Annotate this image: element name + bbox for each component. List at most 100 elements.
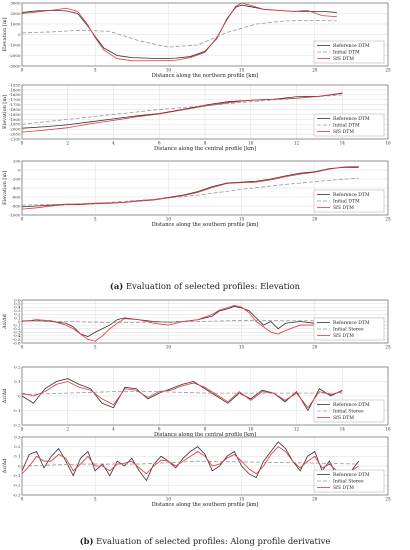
x-tick-label: 10 bbox=[166, 68, 172, 73]
x-axis-label: Distance along the southern profile [km] bbox=[152, 502, 259, 508]
x-tick-label: 5 bbox=[94, 68, 97, 73]
y-tick-label: 200 bbox=[13, 158, 21, 163]
legend-label: Initial DTM bbox=[333, 50, 360, 56]
chart-panel-5: 0 2 4 6 8 10 12 14 16 -0.2 -0.1 0 0.1 0.2 Distance alo… bbox=[2, 364, 391, 438]
legend-label: Reference DTM bbox=[333, 320, 370, 326]
x-tick-label: 5 bbox=[94, 497, 97, 502]
y-tick-label: 0.3 bbox=[14, 308, 21, 313]
x-tick-label: 12 bbox=[294, 141, 300, 146]
x-tick-label: 8 bbox=[204, 427, 207, 432]
caption-elevation: (a) Evaluation of selected profiles: Ele… bbox=[0, 281, 410, 291]
series-line-initial bbox=[22, 320, 345, 323]
legend-label: Initial Stereo bbox=[333, 479, 364, 485]
y-axis-label: Δz/Δd bbox=[2, 388, 8, 404]
y-tick-label: 0.6 bbox=[14, 297, 21, 302]
x-tick-label: 6 bbox=[158, 427, 161, 432]
series-line-sfs bbox=[22, 304, 345, 342]
y-tick-label: 0 bbox=[18, 463, 21, 468]
x-tick-label: 25 bbox=[385, 68, 391, 73]
x-tick-label: 16 bbox=[385, 427, 391, 432]
caption-derivative: (b) Evaluation of selected profiles: Alo… bbox=[0, 536, 410, 546]
series-line-sfs bbox=[22, 381, 343, 409]
x-tick-label: 12 bbox=[294, 427, 300, 432]
y-tick-label: 0.2 bbox=[14, 444, 21, 449]
y-tick-label: 0.5 bbox=[14, 301, 21, 306]
x-tick-label: 0 bbox=[21, 217, 24, 222]
series-line-initial bbox=[22, 19, 337, 48]
legend-label: Initial Stereo bbox=[333, 409, 364, 415]
legend-label: Reference DTM bbox=[333, 116, 370, 122]
y-tick-label: -1850 bbox=[9, 112, 21, 117]
plot-frame bbox=[21, 366, 389, 426]
x-tick-label: 25 bbox=[385, 217, 391, 222]
series-line-reference bbox=[22, 166, 359, 208]
caption-derivative-text: Evaluation of selected profiles: Along p… bbox=[96, 536, 331, 546]
y-axis-label: Δz/Δd bbox=[2, 458, 8, 474]
x-tick-label: 5 bbox=[94, 345, 97, 350]
y-tick-label: -1000 bbox=[9, 212, 21, 217]
series-line-sfs bbox=[22, 92, 343, 133]
series-line-sfs bbox=[22, 3, 337, 62]
chart-panel-2: 0 2 4 6 8 10 12 14 16-2100-2050-2000-1950-1900-1… bbox=[2, 82, 391, 152]
y-tick-label: 0.4 bbox=[14, 305, 21, 310]
legend-box bbox=[313, 317, 385, 341]
y-tick-label: 3000 bbox=[10, 0, 21, 5]
legend-label: SfS DTM bbox=[333, 205, 354, 211]
y-axis-label: Elevation [m] bbox=[2, 95, 8, 129]
series-line-initial bbox=[22, 391, 343, 395]
series-line-initial bbox=[22, 460, 359, 467]
x-tick-label: 0 bbox=[21, 141, 24, 146]
y-tick-label: -0.1 bbox=[13, 408, 21, 413]
legend-label: Reference DTM bbox=[333, 192, 370, 198]
x-tick-label: 20 bbox=[312, 68, 318, 73]
plot-frame bbox=[21, 299, 389, 344]
y-tick-label: -1600 bbox=[9, 87, 21, 92]
y-tick-label: -3000 bbox=[9, 63, 21, 68]
x-axis-label: Distance along the northern profile [km] bbox=[152, 73, 259, 79]
caption-derivative-label: (b) bbox=[79, 536, 94, 546]
x-tick-label: 2 bbox=[66, 427, 69, 432]
legend-label: Initial Stereo bbox=[333, 327, 364, 333]
x-tick-label: 8 bbox=[204, 141, 207, 146]
x-axis-label: Distance along the central profile [km] bbox=[154, 146, 256, 152]
legend-label: Initial DTM bbox=[333, 123, 360, 129]
x-tick-label: 10 bbox=[166, 345, 172, 350]
plot-frame bbox=[21, 2, 389, 67]
legend-box bbox=[313, 113, 385, 137]
x-tick-label: 0 bbox=[21, 497, 24, 502]
y-tick-label: 2000 bbox=[10, 11, 21, 16]
x-tick-label: 0 bbox=[21, 68, 24, 73]
y-tick-label: -0.3 bbox=[13, 492, 21, 497]
x-tick-label: 15 bbox=[239, 345, 245, 350]
y-tick-label: 0.1 bbox=[14, 315, 20, 320]
x-tick-label: 10 bbox=[248, 141, 254, 146]
x-tick-label: 15 bbox=[239, 217, 245, 222]
y-tick-label: -1900 bbox=[9, 117, 21, 122]
chart-panel-6: 0 5 10 15 20 25 -0.3 -0.2 -0.1 0 0.1 0.2 0.3 Distance… bbox=[2, 434, 391, 508]
plot-frame bbox=[21, 160, 389, 216]
y-tick-label: 0.2 bbox=[14, 312, 21, 317]
legend-box bbox=[313, 40, 385, 64]
x-tick-label: 4 bbox=[112, 141, 115, 146]
plot-frame bbox=[21, 436, 389, 496]
legend-label: Reference DTM bbox=[333, 402, 370, 408]
legend-box bbox=[313, 189, 385, 213]
x-tick-label: 25 bbox=[385, 345, 391, 350]
y-axis-label: Δz/Δd bbox=[2, 313, 8, 329]
x-tick-label: 10 bbox=[248, 427, 254, 432]
series-line-sfs bbox=[22, 166, 359, 210]
y-tick-label: -0.2 bbox=[13, 483, 21, 488]
legend-box bbox=[313, 399, 385, 423]
y-tick-label: -2000 bbox=[9, 127, 21, 132]
y-axis-label: Elevation [m] bbox=[2, 17, 8, 51]
x-tick-label: 20 bbox=[312, 497, 318, 502]
y-tick-label: -1950 bbox=[9, 122, 21, 127]
legend-label: SfS DTM bbox=[333, 485, 354, 491]
x-tick-label: 4 bbox=[112, 427, 115, 432]
series-line-sfs bbox=[22, 446, 359, 477]
x-tick-label: 15 bbox=[239, 497, 245, 502]
caption-elevation-text: Evaluation of selected profiles: Elevati… bbox=[125, 281, 301, 291]
